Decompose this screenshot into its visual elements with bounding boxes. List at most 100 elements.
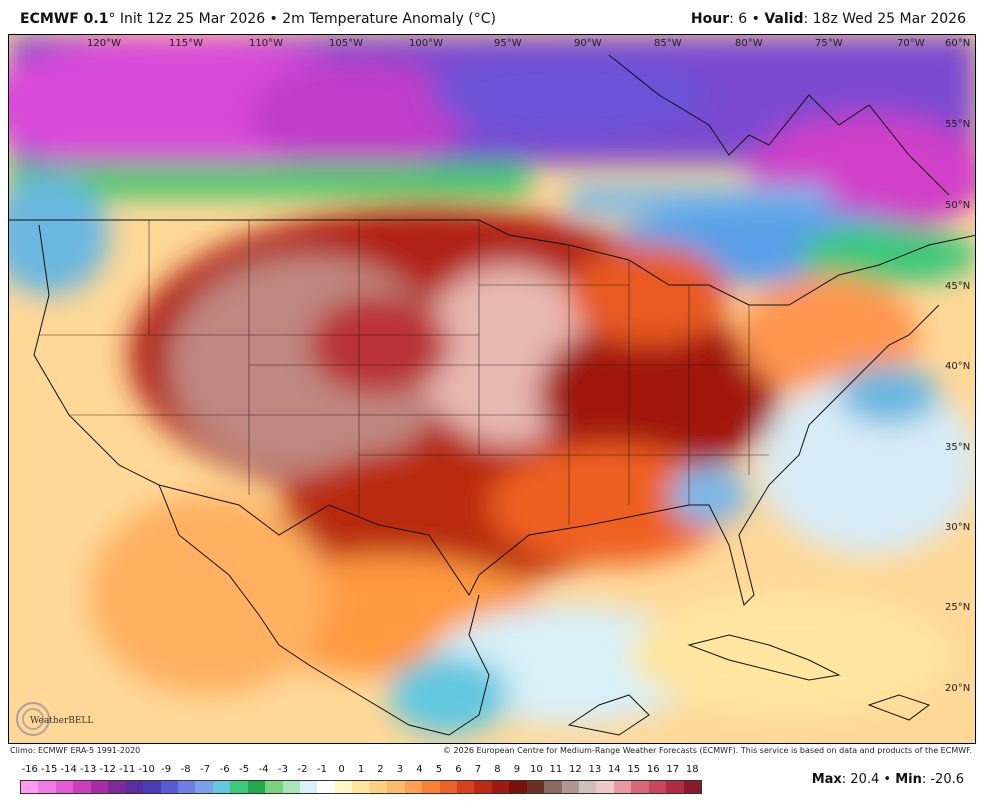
hispaniola-outline bbox=[867, 694, 931, 721]
colorbar-segment bbox=[648, 781, 667, 793]
boundaries bbox=[9, 54, 975, 736]
colorbar-tick-label: -13 bbox=[80, 764, 97, 775]
colorbar-tick-label: -8 bbox=[180, 764, 191, 775]
lat-label: 45°N bbox=[945, 281, 970, 292]
copyright-note: © 2026 European Centre for Medium-Range … bbox=[443, 746, 972, 755]
lon-label: 115°W bbox=[169, 38, 203, 49]
colorbar-segment bbox=[456, 781, 475, 793]
cuba-outline bbox=[687, 634, 841, 681]
colorbar-segment bbox=[404, 781, 423, 793]
colorbar-tick-label: -14 bbox=[60, 764, 77, 775]
colorbar-tick-label: 17 bbox=[666, 764, 680, 775]
colorbar-tick-label: 4 bbox=[416, 764, 423, 775]
lon-label: 80°W bbox=[735, 38, 763, 49]
colorbar-segment bbox=[108, 781, 126, 793]
lat-label: 25°N bbox=[945, 602, 970, 613]
colorbar-tick-label: 9 bbox=[513, 764, 521, 775]
colorbar-segment bbox=[317, 781, 335, 793]
lat-label: 30°N bbox=[945, 522, 970, 533]
colorbar-segment bbox=[544, 781, 562, 793]
colorbar-segment bbox=[265, 781, 283, 793]
colorbar-tick-label: 10 bbox=[529, 764, 543, 775]
lon-label: 70°W bbox=[897, 38, 925, 49]
colorbar-segment bbox=[90, 781, 109, 793]
colorbar-tick-label: 12 bbox=[568, 764, 582, 775]
model-name: ECMWF 0.1 bbox=[20, 11, 109, 27]
colorbar-segment bbox=[177, 781, 196, 793]
colorbar-segment bbox=[439, 781, 457, 793]
colorbar-tick-label: 1 bbox=[357, 764, 365, 775]
max-value: : 20.4 • bbox=[841, 772, 896, 787]
weatherbell-logo: WeatherBELL bbox=[14, 700, 100, 738]
colorbar-tick-label: 5 bbox=[435, 764, 443, 775]
lon-label: 100°W bbox=[409, 38, 443, 49]
colorbar-segment bbox=[666, 781, 684, 793]
forecast-map[interactable]: 120°W 115°W 110°W 105°W 100°W 95°W 90°W … bbox=[8, 34, 976, 744]
colorbar-segment bbox=[352, 781, 370, 793]
colorbar-segment bbox=[125, 781, 144, 793]
colorbar-tick-label: -7 bbox=[200, 764, 211, 775]
colorbar-tick-label: -5 bbox=[239, 764, 250, 775]
colorbar-segment bbox=[38, 781, 56, 793]
colorbar-segment bbox=[596, 781, 614, 793]
colorbar-segment bbox=[195, 781, 213, 793]
colorbar-tick-label: 13 bbox=[588, 764, 602, 775]
climo-note: Climo: ECMWF ERA-5 1991-2020 bbox=[10, 746, 141, 755]
map-header: ECMWF 0.1° Init 12z 25 Mar 2026 • 2m Tem… bbox=[0, 0, 984, 34]
hour-value: : 6 • bbox=[729, 11, 765, 27]
colorbar-tick-label: -12 bbox=[99, 764, 116, 775]
colorbar-tick-label: 18 bbox=[685, 764, 699, 775]
colorbar-tick-label: 7 bbox=[474, 764, 482, 775]
colorbar-segment bbox=[387, 781, 405, 793]
lon-label: 75°W bbox=[815, 38, 843, 49]
lon-label: 90°W bbox=[574, 38, 602, 49]
colorbar-segment bbox=[579, 781, 597, 793]
colorbar-segment bbox=[509, 781, 527, 793]
colorbar-tick-label: -1 bbox=[317, 764, 328, 775]
init-and-variable: ° Init 12z 25 Mar 2026 • 2m Temperature … bbox=[108, 11, 496, 27]
colorbar-tick-label: -10 bbox=[138, 764, 155, 775]
anomaly-field bbox=[9, 35, 975, 735]
colorbar-tick-label: -3 bbox=[278, 764, 289, 775]
colorbar-segment bbox=[561, 781, 579, 793]
colorbar-tick-label: 6 bbox=[455, 764, 462, 775]
colorbar-segment bbox=[491, 781, 510, 793]
lat-label: 60°N bbox=[945, 38, 970, 49]
colorbar-ticks: -16 -15 -14 -13 -12 -11 -10 -9 -8 -7 -6 -5 -4 -3 -2 -1 0… bbox=[20, 764, 702, 778]
lon-label: 95°W bbox=[494, 38, 522, 49]
colorbar-segment bbox=[422, 781, 440, 793]
colorbar-segment bbox=[683, 781, 702, 793]
hour-label: Hour bbox=[690, 11, 730, 27]
lat-label: 55°N bbox=[945, 119, 970, 130]
lon-label: 120°W bbox=[87, 38, 121, 49]
colorbar-segment bbox=[73, 781, 91, 793]
colorbar-segment bbox=[300, 781, 318, 793]
mexico-coastline bbox=[158, 484, 490, 736]
colorbar-segment bbox=[526, 781, 545, 793]
colorbar-segment bbox=[160, 781, 178, 793]
colorbar-segment bbox=[55, 781, 74, 793]
lon-label: 85°W bbox=[654, 38, 682, 49]
colorbar-tick-label: -15 bbox=[41, 764, 58, 775]
colorbar-segment bbox=[334, 781, 353, 793]
lon-label: 105°W bbox=[329, 38, 363, 49]
anomaly-map-svg: 120°W 115°W 110°W 105°W 100°W 95°W 90°W … bbox=[9, 35, 975, 743]
lon-label: 110°W bbox=[249, 38, 283, 49]
colorbar-segment bbox=[369, 781, 388, 793]
colorbar-segment bbox=[212, 781, 231, 793]
max-min-stats: Max: 20.4 • Min: -20.6 bbox=[812, 772, 964, 787]
max-label: Max bbox=[811, 772, 842, 787]
colorbar-tick-label: 0 bbox=[338, 764, 345, 775]
colorbar-tick-label: -9 bbox=[161, 764, 172, 775]
colorbar-tick-label: 2 bbox=[377, 764, 384, 775]
latitude-labels: 55°N 50°N 45°N 40°N 35°N 30°N 25°N 20°N bbox=[945, 119, 970, 694]
colorbar-segment bbox=[474, 781, 492, 793]
colorbar-tick-label: -4 bbox=[258, 764, 269, 775]
yucatan-outline bbox=[567, 694, 650, 736]
header-valid-time: Hour: 6 • Valid: 18z Wed 25 Mar 2026 bbox=[691, 11, 966, 27]
colorbar: -16 -15 -14 -13 -12 -11 -10 -9 -8 -7 -6 -5 -4 -3 -2 -1 0… bbox=[20, 764, 702, 798]
lat-label: 40°N bbox=[945, 361, 970, 372]
colorbar-segment bbox=[282, 781, 300, 793]
colorbar-tick-label: 8 bbox=[494, 764, 501, 775]
colorbar-segment bbox=[21, 781, 39, 793]
